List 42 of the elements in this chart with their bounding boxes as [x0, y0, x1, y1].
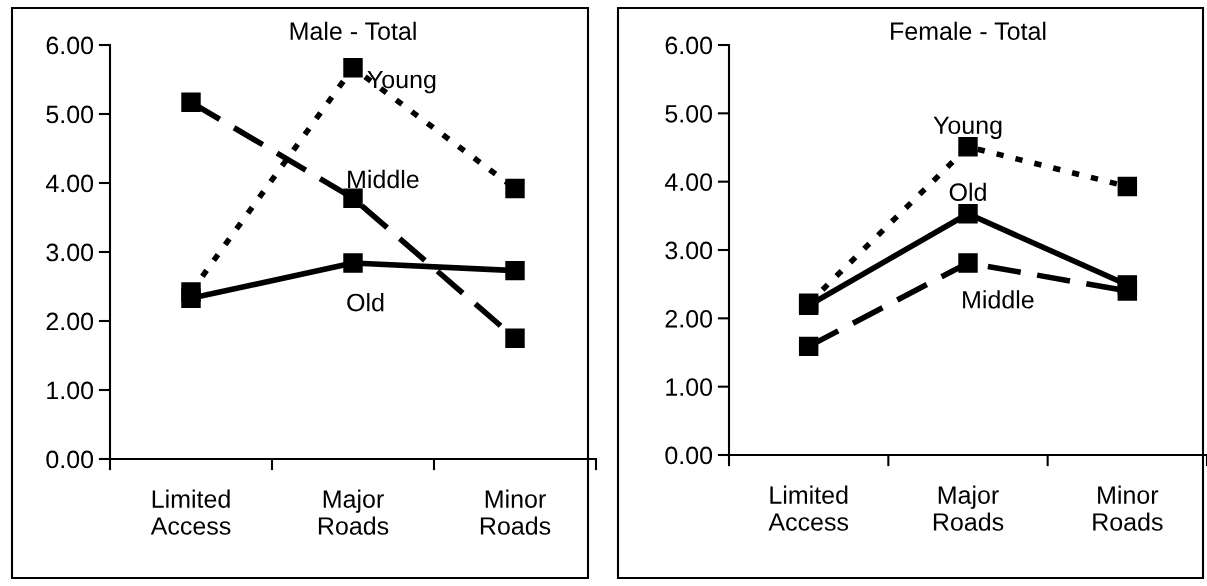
point [958, 204, 978, 224]
point [958, 137, 978, 157]
point [505, 178, 525, 199]
x-tick-label: Major Roads [933, 485, 1004, 531]
point [1117, 275, 1138, 295]
y-tick-label: 1.00 [47, 381, 94, 400]
y-tick-label: 2.00 [46, 312, 94, 331]
point [505, 328, 525, 348]
chart-title: Female - Total [891, 21, 1046, 41]
y-tick-label: 1.00 [666, 378, 713, 396]
y-tick-label: 5.00 [46, 105, 94, 124]
point [958, 253, 978, 273]
x-tick-label: Major Roads [318, 489, 389, 535]
point [343, 253, 363, 273]
y-tick-label: 6.00 [46, 36, 94, 55]
y-tick-label: 0.00 [46, 450, 94, 469]
y-tick-label: 4.00 [45, 174, 94, 193]
x-tick-label: Minor Roads [1093, 485, 1163, 531]
point [181, 92, 201, 112]
point [505, 260, 525, 281]
y-tick-label: 2.00 [665, 309, 713, 328]
series-label: Middle [348, 169, 419, 189]
point [343, 58, 363, 78]
x-tick-label: Limited Access [150, 489, 231, 535]
y-tick-label: 3.00 [665, 241, 713, 260]
y-tick-label: 3.00 [46, 243, 94, 262]
series-label: Middle [963, 290, 1034, 309]
y-tick-label: 5.00 [665, 104, 713, 123]
y-tick-label: 0.00 [665, 446, 713, 465]
point [1117, 176, 1138, 197]
point [181, 288, 201, 308]
chart-title: Male - Total [290, 21, 416, 41]
x-tick-label: Minor Roads [480, 489, 551, 535]
series-label: Old [347, 293, 384, 312]
series-label: Young [933, 116, 1002, 140]
y-tick-label: 6.00 [665, 36, 713, 55]
point [343, 188, 363, 208]
x-tick-label: Limited Access [768, 485, 849, 531]
series-label: Old [949, 182, 986, 202]
series-label: Young [367, 70, 436, 94]
y-tick-label: 4.00 [664, 173, 713, 191]
point [798, 336, 819, 357]
